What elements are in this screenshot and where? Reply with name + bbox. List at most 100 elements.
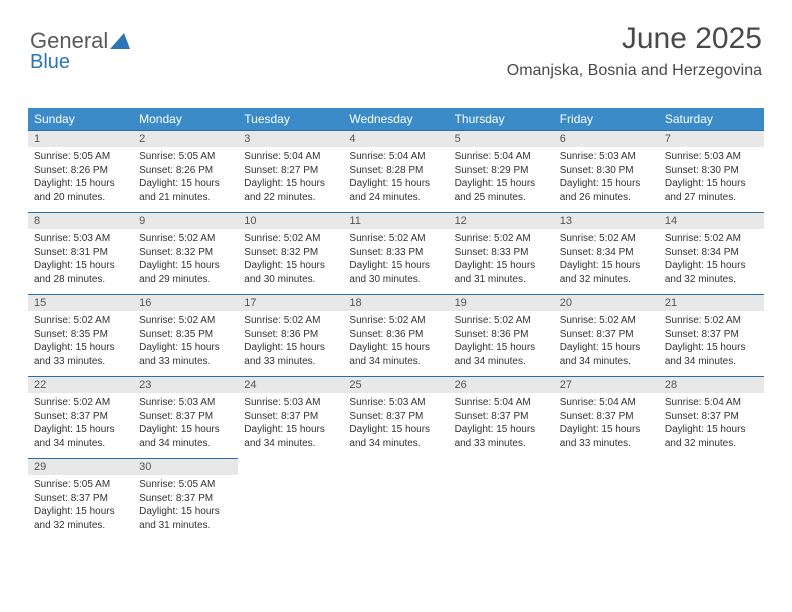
day-data: Sunrise: 5:03 AMSunset: 8:37 PMDaylight:…	[133, 393, 238, 458]
day-data: Sunrise: 5:03 AMSunset: 8:31 PMDaylight:…	[28, 229, 133, 294]
calendar-week-row: 29Sunrise: 5:05 AMSunset: 8:37 PMDayligh…	[28, 459, 764, 541]
calendar-cell: 27Sunrise: 5:04 AMSunset: 8:37 PMDayligh…	[554, 377, 659, 459]
calendar-week-row: 8Sunrise: 5:03 AMSunset: 8:31 PMDaylight…	[28, 213, 764, 295]
sunrise-line: Sunrise: 5:02 AM	[139, 314, 232, 328]
calendar-cell	[659, 459, 764, 541]
day-number: 14	[659, 213, 764, 229]
day-header: Tuesday	[238, 108, 343, 131]
daylight-line: Daylight: 15 hours and 25 minutes.	[455, 177, 548, 204]
day-number: 12	[449, 213, 554, 229]
calendar-cell: 26Sunrise: 5:04 AMSunset: 8:37 PMDayligh…	[449, 377, 554, 459]
sunset-line: Sunset: 8:37 PM	[560, 328, 653, 342]
day-number: 5	[449, 131, 554, 147]
sunset-line: Sunset: 8:36 PM	[455, 328, 548, 342]
day-number: 10	[238, 213, 343, 229]
day-data: Sunrise: 5:04 AMSunset: 8:28 PMDaylight:…	[343, 147, 448, 212]
day-data: Sunrise: 5:05 AMSunset: 8:26 PMDaylight:…	[28, 147, 133, 212]
day-data: Sunrise: 5:03 AMSunset: 8:30 PMDaylight:…	[659, 147, 764, 212]
day-number: 4	[343, 131, 448, 147]
sunrise-line: Sunrise: 5:04 AM	[349, 150, 442, 164]
sunset-line: Sunset: 8:30 PM	[665, 164, 758, 178]
calendar-cell	[238, 459, 343, 541]
daylight-line: Daylight: 15 hours and 34 minutes.	[560, 341, 653, 368]
day-data: Sunrise: 5:02 AMSunset: 8:33 PMDaylight:…	[343, 229, 448, 294]
sunset-line: Sunset: 8:37 PM	[665, 328, 758, 342]
day-data: Sunrise: 5:02 AMSunset: 8:32 PMDaylight:…	[238, 229, 343, 294]
day-number: 21	[659, 295, 764, 311]
day-header: Sunday	[28, 108, 133, 131]
day-number: 24	[238, 377, 343, 393]
day-data: Sunrise: 5:02 AMSunset: 8:37 PMDaylight:…	[554, 311, 659, 376]
daylight-line: Daylight: 15 hours and 29 minutes.	[139, 259, 232, 286]
calendar-cell: 10Sunrise: 5:02 AMSunset: 8:32 PMDayligh…	[238, 213, 343, 295]
sunrise-line: Sunrise: 5:02 AM	[349, 314, 442, 328]
sunset-line: Sunset: 8:34 PM	[560, 246, 653, 260]
sunrise-line: Sunrise: 5:02 AM	[34, 314, 127, 328]
logo-line1: General	[30, 28, 108, 53]
sunrise-line: Sunrise: 5:02 AM	[455, 314, 548, 328]
sunrise-line: Sunrise: 5:02 AM	[349, 232, 442, 246]
sunrise-line: Sunrise: 5:02 AM	[560, 232, 653, 246]
sunset-line: Sunset: 8:36 PM	[349, 328, 442, 342]
sunset-line: Sunset: 8:35 PM	[139, 328, 232, 342]
day-number: 18	[343, 295, 448, 311]
sunrise-line: Sunrise: 5:02 AM	[560, 314, 653, 328]
day-number: 20	[554, 295, 659, 311]
calendar-cell	[554, 459, 659, 541]
sunrise-line: Sunrise: 5:02 AM	[34, 396, 127, 410]
day-number: 9	[133, 213, 238, 229]
daylight-line: Daylight: 15 hours and 20 minutes.	[34, 177, 127, 204]
sunset-line: Sunset: 8:37 PM	[139, 410, 232, 424]
day-data: Sunrise: 5:02 AMSunset: 8:32 PMDaylight:…	[133, 229, 238, 294]
day-data: Sunrise: 5:02 AMSunset: 8:37 PMDaylight:…	[28, 393, 133, 458]
calendar-table: SundayMondayTuesdayWednesdayThursdayFrid…	[28, 108, 764, 540]
sunset-line: Sunset: 8:33 PM	[455, 246, 548, 260]
sunrise-line: Sunrise: 5:04 AM	[665, 396, 758, 410]
day-data: Sunrise: 5:03 AMSunset: 8:30 PMDaylight:…	[554, 147, 659, 212]
day-data: Sunrise: 5:02 AMSunset: 8:34 PMDaylight:…	[554, 229, 659, 294]
logo-icon	[110, 29, 130, 55]
calendar-cell: 4Sunrise: 5:04 AMSunset: 8:28 PMDaylight…	[343, 131, 448, 213]
sunset-line: Sunset: 8:31 PM	[34, 246, 127, 260]
sunset-line: Sunset: 8:34 PM	[665, 246, 758, 260]
daylight-line: Daylight: 15 hours and 34 minutes.	[349, 423, 442, 450]
day-data: Sunrise: 5:05 AMSunset: 8:26 PMDaylight:…	[133, 147, 238, 212]
sunrise-line: Sunrise: 5:03 AM	[244, 396, 337, 410]
calendar-week-row: 22Sunrise: 5:02 AMSunset: 8:37 PMDayligh…	[28, 377, 764, 459]
calendar-cell: 16Sunrise: 5:02 AMSunset: 8:35 PMDayligh…	[133, 295, 238, 377]
day-number: 1	[28, 131, 133, 147]
daylight-line: Daylight: 15 hours and 34 minutes.	[455, 341, 548, 368]
sunset-line: Sunset: 8:35 PM	[34, 328, 127, 342]
sunrise-line: Sunrise: 5:02 AM	[665, 232, 758, 246]
calendar-cell: 8Sunrise: 5:03 AMSunset: 8:31 PMDaylight…	[28, 213, 133, 295]
daylight-line: Daylight: 15 hours and 31 minutes.	[455, 259, 548, 286]
sunrise-line: Sunrise: 5:05 AM	[34, 150, 127, 164]
calendar-cell: 15Sunrise: 5:02 AMSunset: 8:35 PMDayligh…	[28, 295, 133, 377]
daylight-line: Daylight: 15 hours and 32 minutes.	[34, 505, 127, 532]
calendar-cell: 6Sunrise: 5:03 AMSunset: 8:30 PMDaylight…	[554, 131, 659, 213]
sunrise-line: Sunrise: 5:04 AM	[455, 150, 548, 164]
sunset-line: Sunset: 8:32 PM	[139, 246, 232, 260]
sunrise-line: Sunrise: 5:02 AM	[455, 232, 548, 246]
sunrise-line: Sunrise: 5:05 AM	[34, 478, 127, 492]
sunrise-line: Sunrise: 5:05 AM	[139, 150, 232, 164]
sunset-line: Sunset: 8:29 PM	[455, 164, 548, 178]
day-number: 26	[449, 377, 554, 393]
daylight-line: Daylight: 15 hours and 34 minutes.	[665, 341, 758, 368]
page-title: June 2025	[507, 22, 762, 56]
day-data: Sunrise: 5:04 AMSunset: 8:37 PMDaylight:…	[659, 393, 764, 458]
sunrise-line: Sunrise: 5:04 AM	[244, 150, 337, 164]
sunrise-line: Sunrise: 5:04 AM	[455, 396, 548, 410]
day-data: Sunrise: 5:02 AMSunset: 8:35 PMDaylight:…	[133, 311, 238, 376]
day-number: 3	[238, 131, 343, 147]
sunrise-line: Sunrise: 5:03 AM	[34, 232, 127, 246]
day-number: 19	[449, 295, 554, 311]
sunset-line: Sunset: 8:26 PM	[139, 164, 232, 178]
calendar-cell: 11Sunrise: 5:02 AMSunset: 8:33 PMDayligh…	[343, 213, 448, 295]
calendar-cell: 7Sunrise: 5:03 AMSunset: 8:30 PMDaylight…	[659, 131, 764, 213]
sunrise-line: Sunrise: 5:02 AM	[665, 314, 758, 328]
daylight-line: Daylight: 15 hours and 34 minutes.	[244, 423, 337, 450]
sunset-line: Sunset: 8:37 PM	[560, 410, 653, 424]
sunrise-line: Sunrise: 5:03 AM	[560, 150, 653, 164]
calendar-cell: 13Sunrise: 5:02 AMSunset: 8:34 PMDayligh…	[554, 213, 659, 295]
